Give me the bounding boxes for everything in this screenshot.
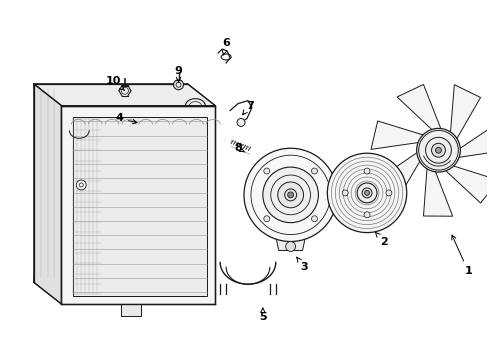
Circle shape (364, 190, 369, 195)
Circle shape (285, 242, 295, 251)
Text: 4: 4 (115, 113, 137, 124)
Polygon shape (73, 117, 207, 296)
Text: 8: 8 (234, 143, 244, 153)
Circle shape (385, 190, 391, 196)
Circle shape (263, 216, 269, 222)
Text: 5: 5 (259, 308, 266, 322)
Circle shape (416, 129, 459, 172)
Polygon shape (423, 167, 452, 216)
Polygon shape (377, 152, 420, 202)
Circle shape (277, 182, 303, 208)
Polygon shape (456, 122, 488, 158)
Polygon shape (449, 85, 480, 140)
Circle shape (364, 168, 369, 174)
Circle shape (76, 180, 86, 190)
Polygon shape (121, 304, 141, 316)
Circle shape (364, 212, 369, 218)
Text: 7: 7 (242, 100, 253, 114)
Polygon shape (61, 105, 215, 304)
Circle shape (342, 190, 347, 196)
Text: 1: 1 (451, 235, 471, 276)
Circle shape (237, 118, 244, 126)
Circle shape (326, 153, 406, 233)
Circle shape (173, 80, 183, 90)
Circle shape (263, 167, 318, 223)
Circle shape (244, 148, 337, 242)
Circle shape (431, 143, 445, 157)
Text: 6: 6 (222, 38, 230, 55)
Text: 9: 9 (174, 66, 182, 82)
Circle shape (263, 168, 269, 174)
Text: 2: 2 (374, 232, 387, 247)
Polygon shape (370, 121, 424, 149)
Polygon shape (275, 237, 305, 251)
Text: 10: 10 (105, 76, 124, 90)
Circle shape (435, 147, 441, 153)
Circle shape (311, 216, 317, 222)
Circle shape (418, 130, 457, 170)
Circle shape (311, 168, 317, 174)
Polygon shape (396, 85, 441, 131)
Polygon shape (443, 165, 488, 203)
Circle shape (356, 183, 376, 203)
Polygon shape (34, 84, 215, 105)
Text: 3: 3 (296, 257, 308, 272)
Circle shape (361, 188, 371, 198)
Polygon shape (34, 84, 61, 304)
Polygon shape (327, 177, 342, 189)
Circle shape (287, 192, 293, 198)
